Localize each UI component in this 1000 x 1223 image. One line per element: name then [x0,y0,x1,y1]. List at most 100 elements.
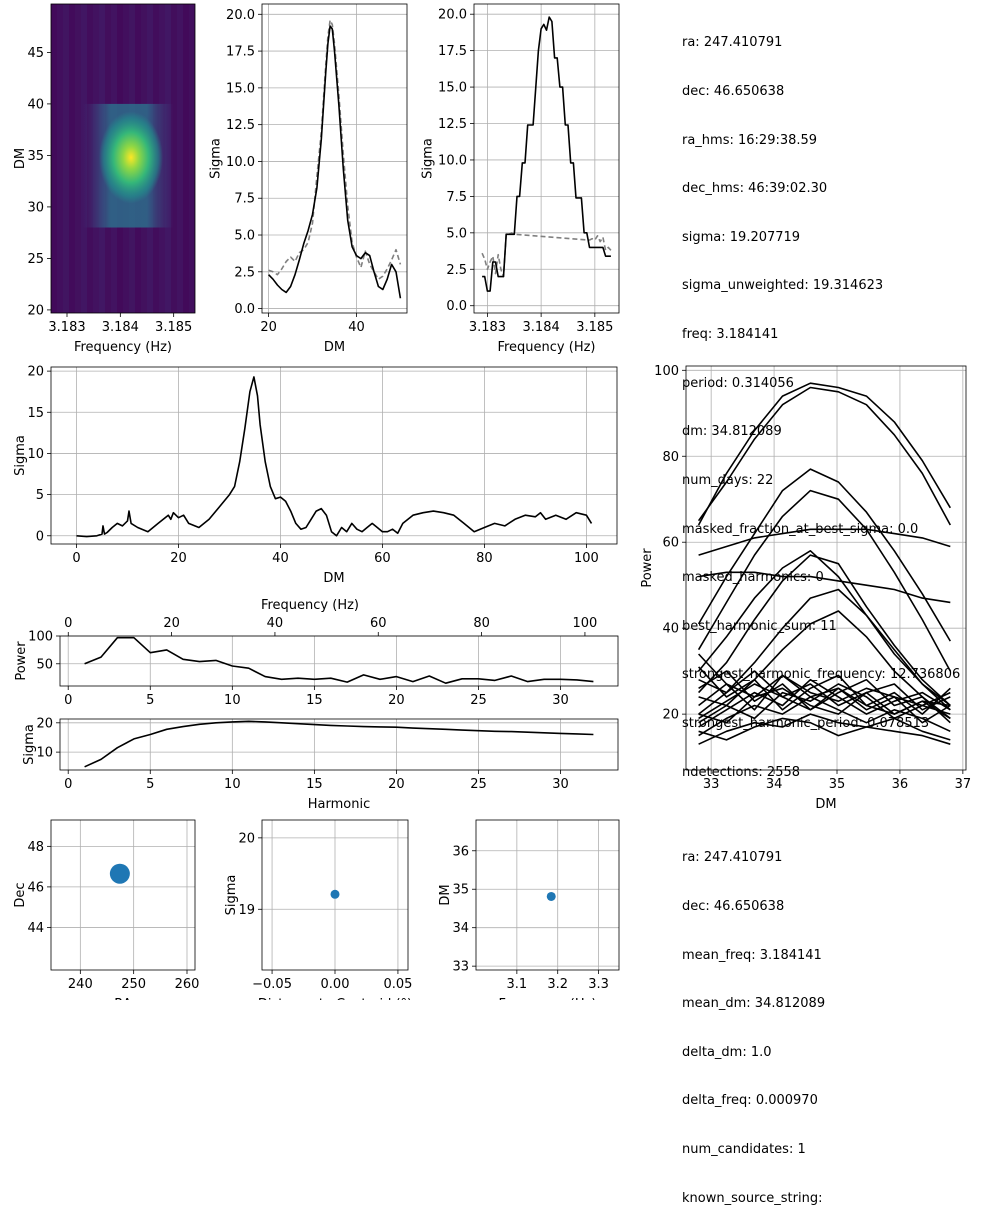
y-tick-label: 35 [27,149,44,164]
x-axis-label: Distance to Centroid (°) [258,997,412,1000]
cluster-info-delta-dm: delta_dm: 1.0 [682,1044,772,1060]
x-tick-label: 100 [574,551,599,566]
series-h20 [698,653,951,707]
y-tick-label: 30 [27,200,44,215]
series-h7 [697,549,951,707]
x-tick-label: 40 [272,551,289,566]
y-tick-label: 50 [36,657,53,672]
scatter-point [330,889,340,899]
series-h9 [698,588,951,715]
info-masked-harmonics: masked_harmonics: 0 [682,570,824,586]
y-tick-label: 10 [36,746,53,761]
x-tick-label: 0.05 [383,977,412,992]
cluster-info-known-source: known_source_string: [682,1190,823,1206]
x-tick-label: −0.05 [252,977,292,992]
x-tick-label: 3.183 [469,320,506,335]
x-tick-label: 5 [146,693,154,708]
sigma-vs-harmonic-chart: 0 5 10 15 20 25 30 10 20 Harmonic Sigma [22,716,619,812]
x-axis-label: DM [815,797,836,812]
info-num-days: num_days: 22 [682,472,774,488]
x-axis-label: Frequency (Hz) [498,997,596,1000]
x-tick-label: 20 [170,551,187,566]
y-tick-label: 100 [654,364,679,379]
y-tick-label: 15.0 [226,81,255,96]
x-tick-label: 80 [476,551,493,566]
heatmap-peak [99,111,163,204]
x-tick-label: 3.184 [523,320,560,335]
series-h18 [698,683,951,720]
series-h16 [698,683,951,724]
x-axis-label: DM [323,571,344,586]
series-h6 [697,489,952,672]
x-axis-label: RA [114,997,132,1000]
axes-frame [50,819,196,971]
heatmap-cell [63,4,69,313]
axes-frame [261,819,409,971]
x-tick-label: 3.185 [576,320,613,335]
info-ra: ra: 247.410791 [682,35,783,51]
x-tick-label: 37 [955,777,972,792]
y-tick-label: 5 [36,488,44,503]
x-tick-label: 15 [306,693,323,708]
series-h5 [697,468,951,642]
top-x-tick-label: 60 [370,616,387,631]
y-axis-label: DM [438,884,453,905]
heatmap-cell [69,4,75,313]
x-tick-label: 250 [121,977,146,992]
cluster-info-delta-freq: delta_freq: 0.000970 [682,1093,818,1109]
y-tick-label: 20 [36,716,53,731]
y-tick-label: 60 [662,536,679,551]
sigma-vs-dm-zoom-chart: 20 40 0.0 2.5 5.0 7.5 10.0 12.5 15.0 17.5 20.0 DM Si… [209,3,408,355]
x-tick-label: 3.2 [547,977,568,992]
y-tick-label: 0.0 [446,299,467,314]
axes-frame [473,3,620,314]
y-tick-label: 33 [452,960,469,975]
x-tick-label: 0 [72,551,80,566]
x-tick-label: 25 [470,693,487,708]
x-tick-label: 36 [892,777,909,792]
y-tick-label: 20 [238,831,255,846]
y-tick-label: 34 [452,921,469,936]
y-tick-label: 19 [238,903,255,918]
series-h2 [697,386,952,526]
info-ra-hms: ra_hms: 16:29:38.59 [682,132,818,148]
y-tick-label: 48 [27,840,44,855]
heatmap-cell [51,4,57,313]
heatmap-cell [171,4,177,313]
series-power [84,636,594,685]
x-tick-label: 20 [388,693,405,708]
x-tick-label: 5 [146,777,154,792]
sigma-vs-dm-full-chart: 0 20 40 60 80 100 0 5 10 15 20 DM Sigma [13,365,618,586]
x-axis-label: Harmonic [308,797,370,812]
y-axis-label: Sigma [209,138,224,179]
heatmap-cell [177,4,183,313]
y-tick-label: 2.5 [234,265,255,280]
series-h22 [698,717,951,741]
x-axis-label: Frequency (Hz) [74,340,172,355]
x-axis-label: Frequency (Hz) [497,340,595,355]
x-axis-label: DM [324,340,345,355]
axes-frame [475,819,620,971]
y-axis-label: Sigma [22,724,37,765]
y-tick-label: 12.5 [438,117,467,132]
info-ndetections: ndetections: 2558 [682,764,801,780]
info-best-harmonic-sum: best_harmonic_sum: 11 [682,618,837,634]
figure-canvas: 3.183 3.184 3.185 20 25 30 35 40 45 Frequency (Hz… [13,3,972,1000]
top-x-tick-label: 20 [163,616,180,631]
x-tick-label: 260 [175,977,200,992]
heatmap-chart: 3.183 3.184 3.185 20 25 30 35 40 45 Frequency (Hz… [13,3,196,355]
y-tick-label: 20.0 [438,8,467,23]
x-tick-label: 35 [829,777,846,792]
y-tick-label: 40 [27,97,44,112]
axes-frame [59,635,619,687]
y-tick-label: 44 [27,921,44,936]
y-tick-label: 80 [662,450,679,465]
sigma-vs-distance-chart: −0.05 0.00 0.05 19 20 Distance to Centroid (°… [224,819,412,1000]
x-tick-label: 40 [348,320,365,335]
y-axis-label: Sigma [421,138,436,179]
cluster-info-ra: ra: 247.410791 [682,850,783,866]
info-masked-fraction: masked_fraction_at_best_sigma: 0.0 [682,521,919,537]
x-tick-label: 3.184 [102,320,139,335]
y-axis-label: Dec [13,882,28,907]
